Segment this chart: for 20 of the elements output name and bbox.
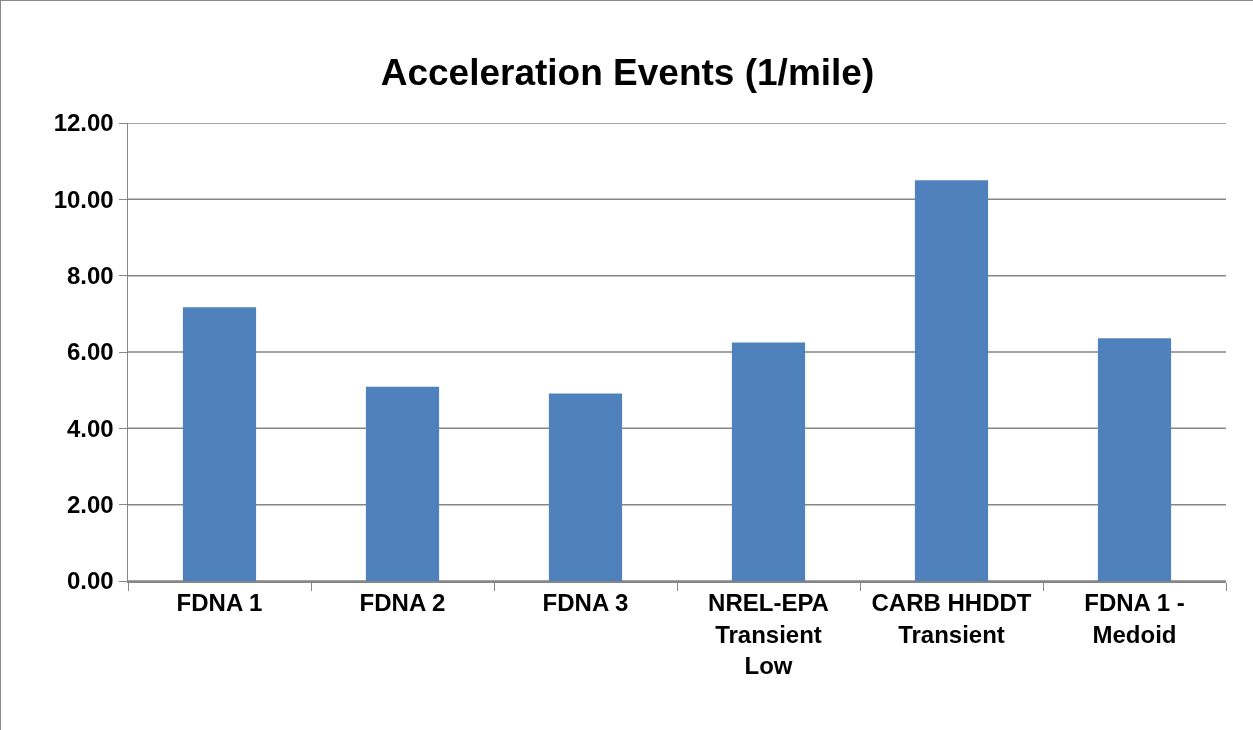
y-tick-label: 12.00 <box>53 109 114 137</box>
y-tick-label: 0.00 <box>66 567 114 595</box>
chart-title: Acceleration Events (1/mile) <box>380 52 875 94</box>
y-tick-label: 2.00 <box>66 491 114 519</box>
bar <box>365 386 440 581</box>
x-tick-label: FDNA 3 <box>542 589 629 617</box>
x-tick-label: FDNA 2 <box>359 589 446 617</box>
bar <box>914 180 989 581</box>
x-tick-label: FDNA 1 <box>176 589 263 617</box>
x-tick-label: CARB HHDDT Transient <box>871 589 1032 648</box>
bar <box>548 393 623 581</box>
bar <box>182 307 257 581</box>
bar <box>731 342 806 581</box>
x-tick-label: NREL-EPA Transient Low <box>708 589 829 679</box>
y-tick-label: 6.00 <box>66 338 114 366</box>
bar <box>1097 338 1172 581</box>
x-tick-label: FDNA 1 - Medoid <box>1084 589 1185 648</box>
y-tick-label: 10.00 <box>53 185 114 213</box>
y-tick-label: 8.00 <box>66 262 114 290</box>
y-tick-label: 4.00 <box>66 414 114 442</box>
